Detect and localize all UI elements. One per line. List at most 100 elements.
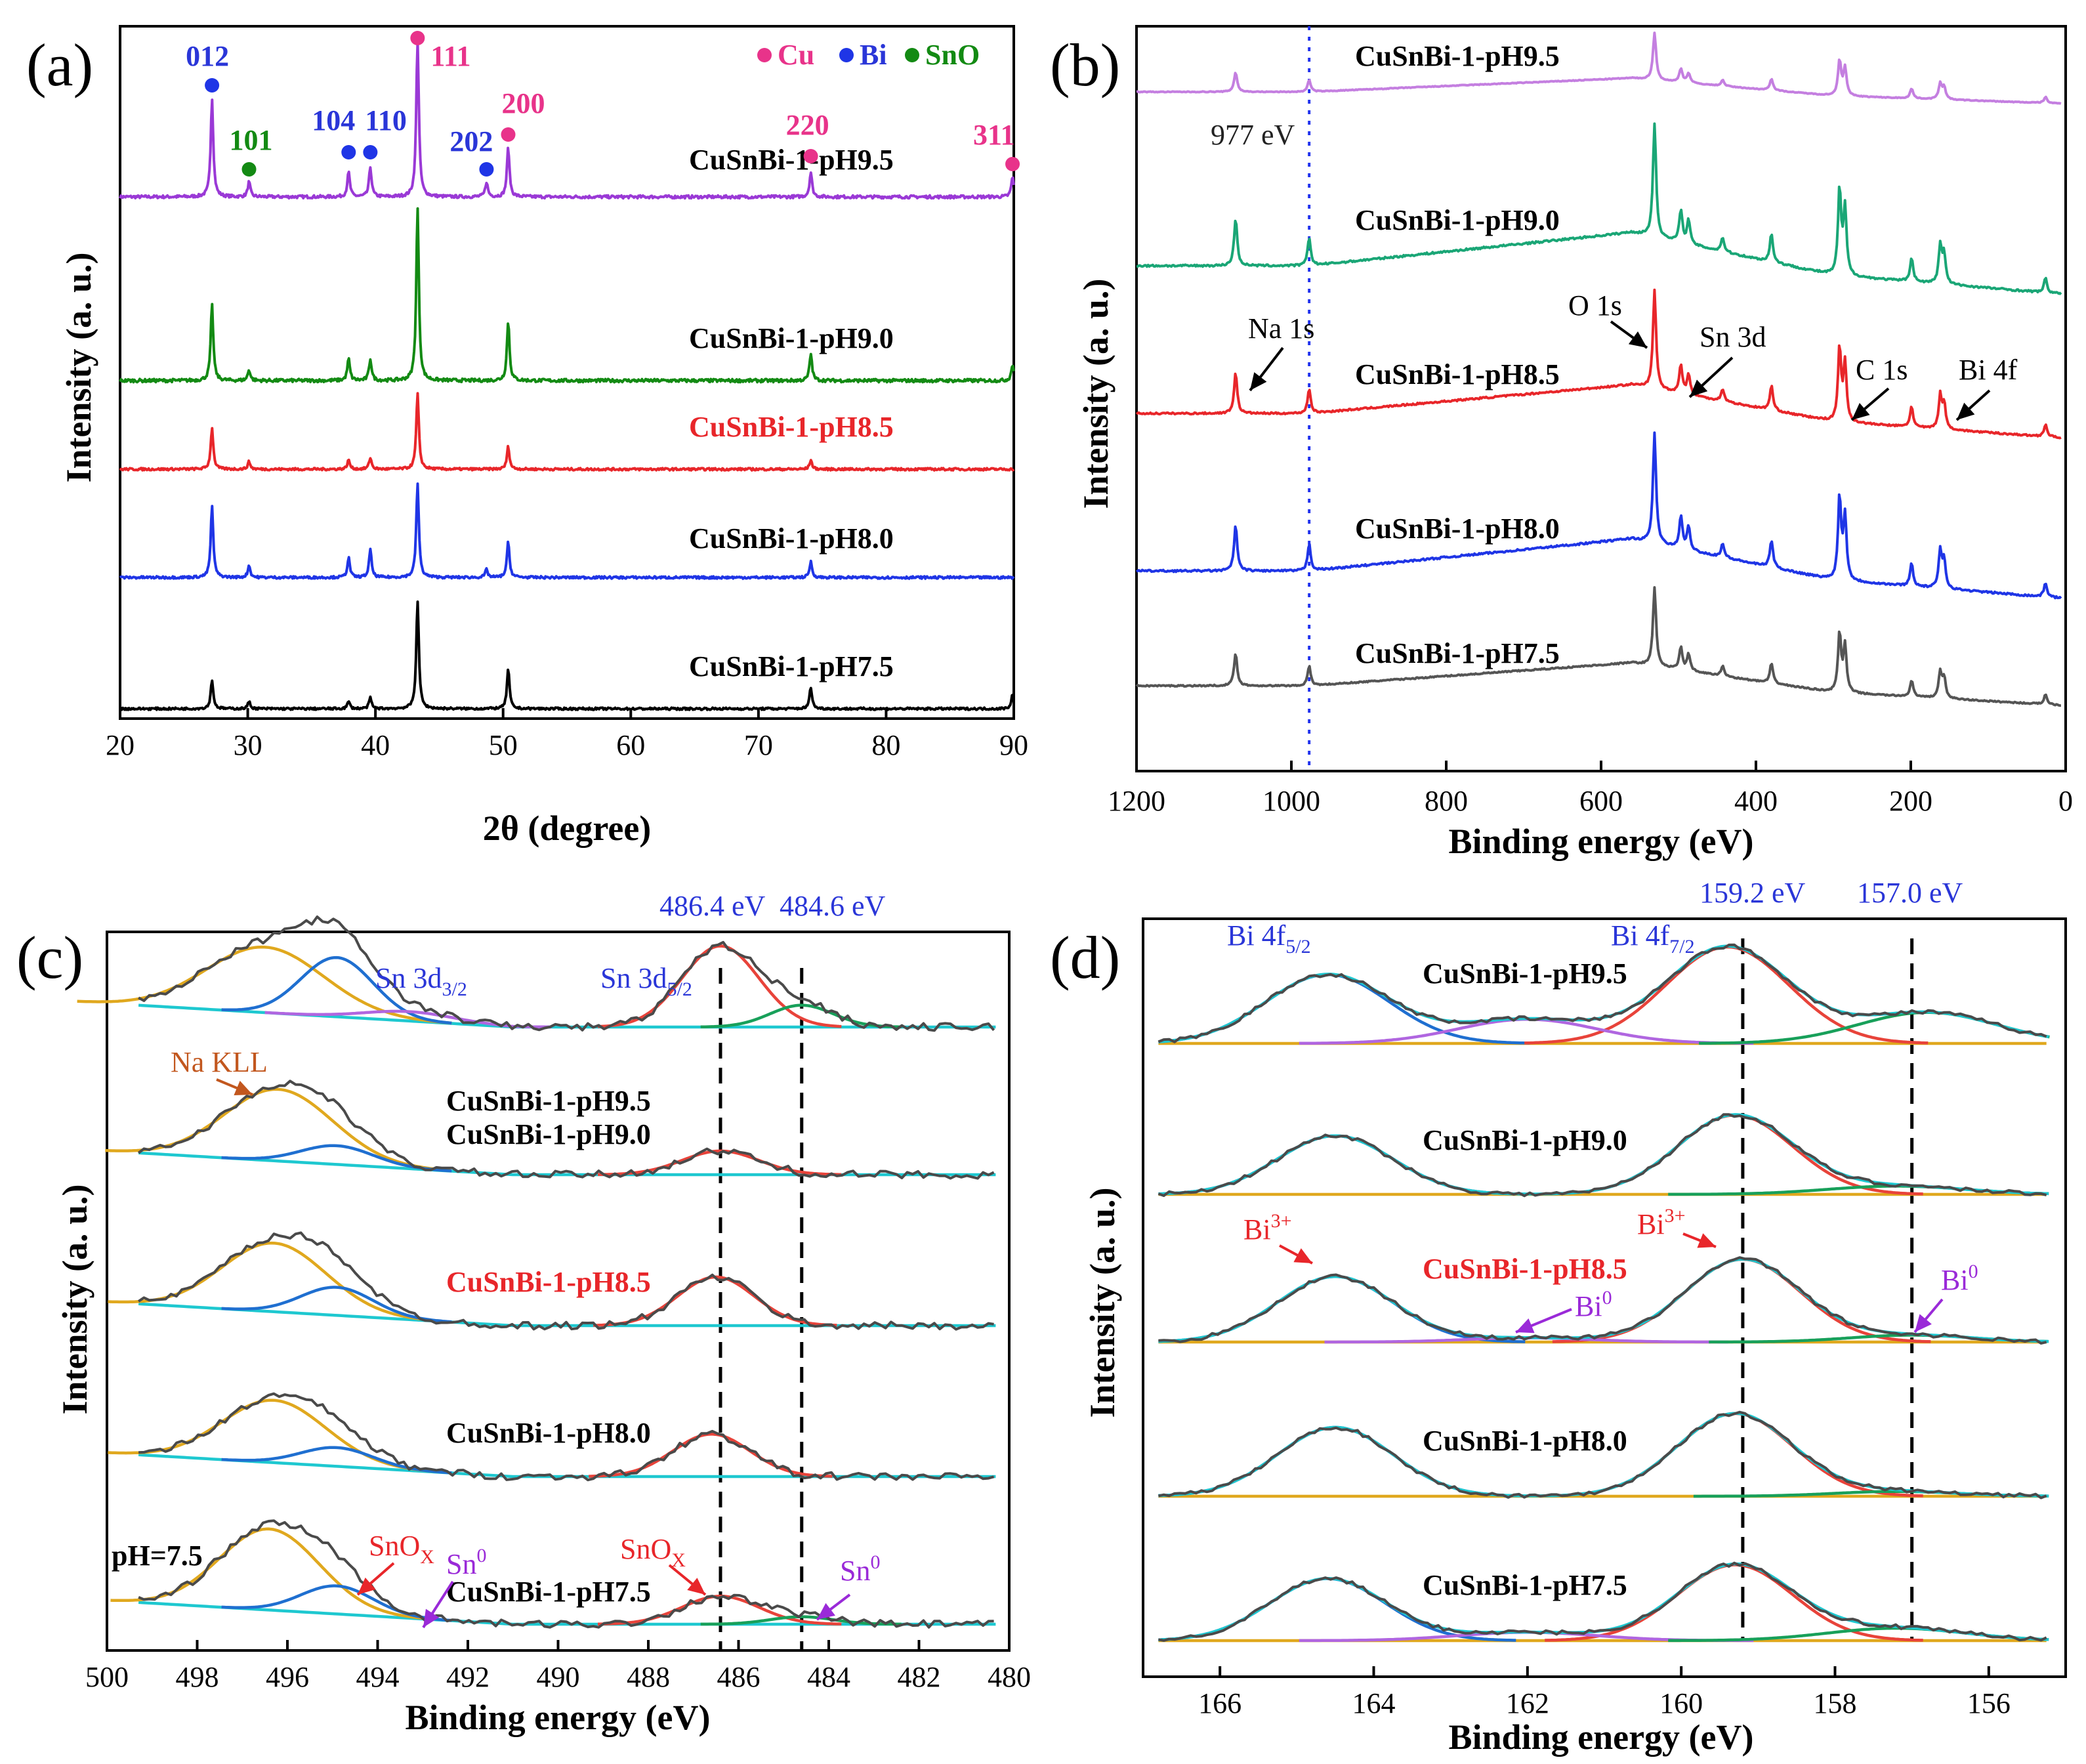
panel-b-series-CuSnBi-1-pH9.0	[1136, 122, 2062, 295]
panel-a-series-CuSnBi-1-pH8.5	[119, 392, 1015, 472]
panel-b-axis-tick-label: 200	[1889, 785, 1932, 817]
panel-d-arrow-bi3-right-head	[1697, 1233, 1716, 1248]
panel-a-peak-marker	[341, 145, 356, 159]
panel-c-component-Sn3d32	[221, 1584, 452, 1622]
panel-c-arrow-nakll	[216, 1078, 253, 1096]
panel-d-arrow-bi0-right-head	[1915, 1314, 1932, 1332]
panel-c-component-NaKLL	[110, 1527, 427, 1620]
panel-a-series-label: CuSnBi-1-pH7.5	[689, 650, 894, 682]
panel-d-annotation-bi3-left: Bi3+	[1243, 1210, 1292, 1246]
panel-a-peak-label: 104	[312, 104, 355, 136]
panel-a-peak-label: 111	[430, 40, 470, 72]
panel-c-axis-tick-label: 480	[988, 1661, 1031, 1693]
panel-b-annotation-o1s: O 1s	[1568, 289, 1622, 322]
panel-c-axis-tick-label: 498	[176, 1661, 219, 1693]
panel-c-component-NaKLL	[105, 1087, 451, 1172]
panel-b-annotation-bi4f: Bi 4f	[1959, 354, 2018, 386]
panel-d-arrow-bi0-left	[1515, 1308, 1572, 1334]
panel-c-background-1	[138, 1151, 996, 1177]
panel-d-series-label: CuSnBi-1-pH8.5	[1423, 1253, 1627, 1285]
panel-a-series-label: CuSnBi-1-pH8.0	[689, 522, 894, 555]
panel-d-arrow-bi0-right	[1913, 1298, 1944, 1334]
panel-d-ylabel: Intensity (a. u.)	[1083, 1187, 1122, 1418]
panel-d-axis-tick-label: 158	[1814, 1687, 1857, 1719]
panel-b-arrow-o1s-head	[1628, 331, 1647, 348]
panel-c-raw-CuSnBi-1-pH8.5	[137, 1231, 994, 1331]
panel-d-series-label: CuSnBi-1-pH8.0	[1423, 1425, 1627, 1457]
panel-a-legend-marker	[757, 48, 772, 62]
panel-c-component-Sn3d32	[221, 1286, 452, 1324]
panel-b-arrow-bi4f	[1955, 389, 1991, 421]
panel-b-series-CuSnBi-1-pH8.5	[1135, 288, 2062, 440]
panel-c-annotation-nakll: Na KLL	[171, 1046, 268, 1078]
panel-b-axis-tick-label: 600	[1579, 785, 1623, 817]
panel-c-tag: (c)	[16, 924, 83, 991]
panel-b-series-label: CuSnBi-1-pH8.5	[1355, 358, 1560, 390]
panel-c-raw-CuSnBi-1-pH7.5	[138, 1519, 994, 1629]
panel-b-series-label: CuSnBi-1-pH8.0	[1355, 513, 1560, 545]
panel-d-axis-tick-label: 160	[1659, 1687, 1703, 1719]
panel-a-series-label: CuSnBi-1-pH9.0	[689, 322, 894, 354]
panel-d-axis-tick-label: 164	[1352, 1687, 1396, 1719]
panel-c-arrow-snox-left-head	[358, 1577, 376, 1595]
panel-b-reference-label: 977 eV	[1211, 119, 1295, 151]
panel-b-axis-tick-label: 1200	[1108, 785, 1165, 817]
panel-b-series-CuSnBi-1-pH8.0	[1135, 431, 2062, 600]
panel-c-arrow-snox-right	[668, 1564, 707, 1596]
panel-d-axis-tick-label: 166	[1198, 1687, 1241, 1719]
panel-c-annotation-sn0-left: Sn0	[446, 1545, 486, 1580]
panel-d-axis-tick-label: 156	[1967, 1687, 2011, 1719]
panel-d-raw-CuSnBi-1-pH8.0	[1158, 1410, 2047, 1500]
panel-c-series-label: CuSnBi-1-pH7.5	[446, 1576, 651, 1608]
panel-c-arrow-sn0-left	[422, 1580, 454, 1629]
panel-c-annotation-ph: pH=7.5	[112, 1540, 203, 1572]
panel-a-peak-label: 202	[449, 125, 493, 158]
panel-c-arrow-sn0-left-head	[423, 1608, 440, 1628]
panel-a-peak-marker	[501, 127, 516, 142]
panel-d-annotation-bi0-right: Bi0	[1941, 1261, 1978, 1296]
panel-c-arrow-sn0-right-head	[817, 1603, 835, 1620]
panel-d-annotation-bi4f72: Bi 4f7/2	[1611, 919, 1695, 957]
panel-d-tag: (d)	[1050, 924, 1120, 991]
panel-a-series-CuSnBi-1-pH9.0	[119, 207, 1015, 384]
panel-d-component-Bi4f52_Bi3	[1158, 1275, 1526, 1343]
panel-b-axis-tick-label: 800	[1425, 785, 1468, 817]
panel-b-arrow-na1s-head	[1250, 372, 1267, 390]
panel-d-arrow-bi3-left	[1279, 1244, 1313, 1265]
panel-c-component-Sn3d32	[221, 956, 452, 1025]
panel-b-series-CuSnBi-1-pH9.5	[1136, 32, 2062, 105]
panel-a-axis-tick-label: 50	[489, 729, 518, 761]
panel-a-peak-label: 200	[501, 87, 545, 119]
panel-a-axis-tick-label: 60	[616, 729, 645, 761]
panel-d-annotation-bi4f52: Bi 4f5/2	[1227, 919, 1311, 957]
panel-a-axis-tick-label: 30	[234, 729, 262, 761]
panel-c-series-label: CuSnBi-1-pH8.5	[446, 1266, 651, 1298]
panel-b-arrow-c1s	[1850, 387, 1890, 421]
panel-a-ylabel: Intensity (a. u.)	[59, 252, 98, 482]
panel-a-axis-frame	[119, 25, 1015, 720]
panel-c-annotation-sn3d52: Sn 3d5/2	[600, 962, 692, 1000]
panel-d-arrow-bi3-left-head	[1293, 1248, 1312, 1263]
panel-a-series-CuSnBi-1-pH9.5	[119, 40, 1015, 200]
panel-a-legend-marker	[905, 48, 919, 62]
panel-c-axis-tick-label: 484	[807, 1661, 850, 1693]
panel-d-axis-frame	[1142, 917, 2067, 1678]
panel-a-peak-marker	[363, 145, 378, 159]
panel-b-series-CuSnBi-1-pH7.5	[1135, 586, 2062, 707]
panel-c-reference-label: 484.6 eV	[780, 890, 886, 922]
panel-d-raw-CuSnBi-1-pH8.5	[1158, 1256, 2047, 1345]
panel-a-peak-label: 220	[786, 109, 829, 141]
panel-c-axis-tick-label: 496	[266, 1661, 309, 1693]
panel-b-annotation-na1s: Na 1s	[1248, 312, 1314, 345]
panel-a-axis-tick-label: 40	[361, 729, 390, 761]
panel-a-peak-label: 101	[230, 124, 273, 156]
panel-c-annotation-sn3d32: Sn 3d3/2	[375, 962, 467, 1000]
panel-b-arrow-sn3d-head	[1690, 379, 1708, 397]
panel-b-series-label: CuSnBi-1-pH9.0	[1355, 204, 1560, 236]
panel-a-legend-marker	[839, 48, 854, 62]
panel-c-annotation-snox-left: SnOX	[369, 1530, 434, 1568]
panel-d-raw-CuSnBi-1-pH9.0	[1158, 1113, 2047, 1198]
panel-a-peak-marker	[479, 162, 494, 177]
panel-a-legend-label: Bi	[860, 39, 887, 71]
